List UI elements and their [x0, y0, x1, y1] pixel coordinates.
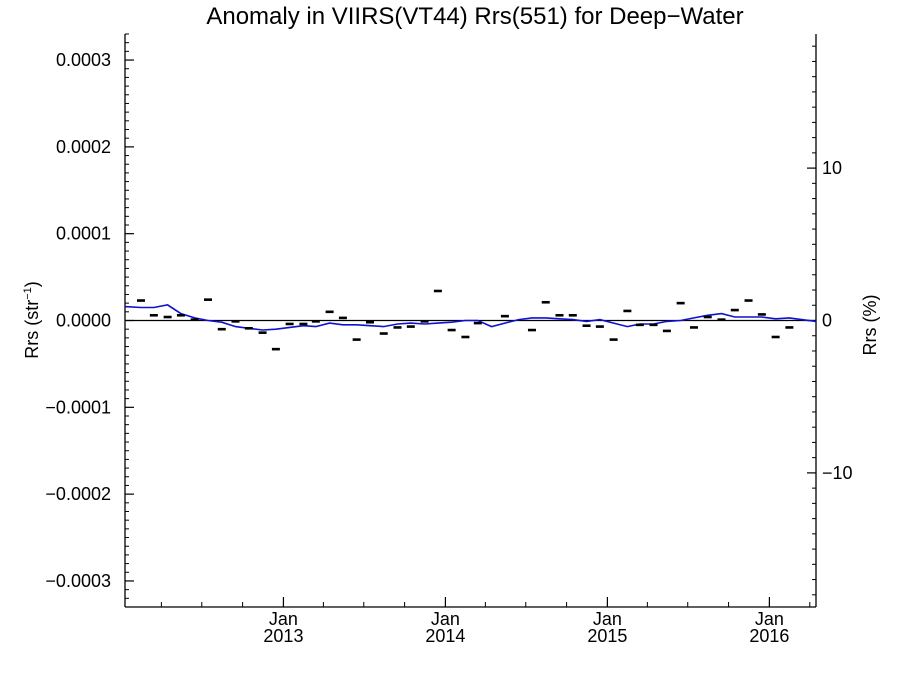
- x-tick-month: Jan: [593, 609, 622, 629]
- right-tick-label: −10: [822, 463, 853, 483]
- right-axis-label: Rrs (%): [860, 295, 880, 356]
- x-tick-year: 2015: [587, 626, 627, 646]
- left-y-axis: 0.0003 0.0002 0.0001 0.0000 −0.0001 −0.0002 −0…: [45, 33, 134, 608]
- smoothed-anomaly-line: [124, 304, 817, 331]
- x-tick-year: 2016: [749, 626, 789, 646]
- monthly-anomaly-points: [136, 289, 794, 351]
- left-tick-label: −0.0002: [45, 484, 111, 504]
- left-tick-label: 0.0002: [56, 137, 111, 157]
- left-tick-label: 0.0000: [56, 311, 111, 331]
- x-tick-month: Jan: [755, 609, 784, 629]
- left-tick-label: 0.0003: [56, 50, 111, 70]
- right-tick-label: 10: [822, 158, 842, 178]
- right-tick-label: 0: [822, 311, 832, 331]
- x-tick-year: 2014: [425, 626, 465, 646]
- chart-title: Anomaly in VIIRS(VT44) Rrs(551) for Deep…: [206, 3, 743, 30]
- x-tick-year: 2013: [263, 626, 303, 646]
- x-tick-month: Jan: [269, 609, 298, 629]
- right-y-axis: 10 0 −10: [807, 45, 853, 596]
- left-tick-label: −0.0001: [45, 397, 111, 417]
- left-tick-label: −0.0003: [45, 571, 111, 591]
- x-tick-month: Jan: [431, 609, 460, 629]
- left-tick-label: 0.0001: [56, 224, 111, 244]
- left-axis-label: Rrs (str−1): [22, 281, 42, 359]
